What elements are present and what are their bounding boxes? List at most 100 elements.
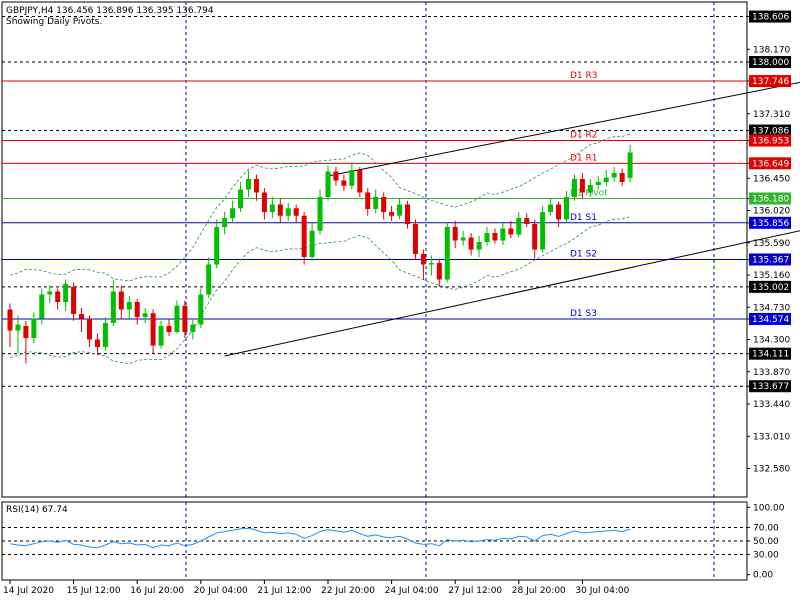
candle [126,296,132,320]
candle-body [214,227,220,265]
candle-body [39,294,45,319]
candle-body [389,212,395,216]
candle-body [476,242,482,250]
candle-body [492,233,498,241]
rsi-label: RSI(14) 67.74 [6,505,68,515]
candle-body [222,218,228,227]
candle-body [357,170,363,193]
candle-body [166,326,172,332]
candle-body [31,318,37,338]
candle-body [405,204,410,224]
pivot-label: D1 S1 [570,213,597,223]
candle-body [524,218,530,224]
price-panel-frame [1,1,748,498]
chart-subtitle: Showing Daily Pivots. [6,17,102,27]
candle [214,219,220,269]
candle [309,223,315,261]
candle [341,174,347,191]
candle [540,206,546,253]
price-label: 138.000 [749,56,791,68]
candle [269,197,275,218]
price-label: 135.002 [749,280,791,293]
candle-body [206,264,212,295]
lower-band [9,216,631,365]
candle-body [55,291,61,302]
candle-body [238,189,244,209]
candle-body [444,227,450,280]
price-label-box [749,157,791,170]
candle [381,192,387,220]
candle [102,317,108,351]
upper-band [9,133,631,282]
candle [39,288,45,325]
candle [325,165,331,201]
price-panel: D1 R3 D1 R2 D1 R1 D1 Pivot D1 S1 D1 S2 D1 S3 13… [1,1,800,498]
candle-body [15,324,21,331]
candle [587,179,593,197]
candle-body [333,171,339,181]
price-label-box [749,56,791,68]
price-label-text: 134.111 [752,350,789,360]
y-tick-label: 135.160 [753,271,790,281]
candle [110,279,116,326]
candle-body [126,302,132,310]
candle [31,312,37,344]
candle-body [63,284,69,302]
candle-body [564,197,569,220]
candle-body [548,204,554,212]
candle [349,164,355,190]
price-label-box [749,10,791,23]
y-tick-label: 133.440 [753,400,790,410]
price-label-text: 136.649 [752,159,789,169]
candle-body [230,208,236,218]
candle-body [341,180,347,186]
candle [118,285,124,319]
pivot-label: D1 R3 [570,71,598,81]
price-label: 138.606 [749,10,791,23]
y-tick-label: 137.310 [753,110,790,120]
price-label-text: 138.000 [752,58,789,68]
candle-body [110,291,116,323]
price-label: 136.649 [749,157,791,170]
candle [142,308,148,323]
candle-body [198,294,204,325]
candle [7,303,13,347]
candle [500,223,506,245]
candle-body [460,237,466,241]
pivot-label: D1 S2 [570,249,597,259]
price-label: 133.677 [749,380,791,393]
pivot-label: D1 S3 [570,309,597,319]
candle [158,320,164,349]
x-tick-label: 22 Jul 20:00 [321,586,375,596]
candle [174,300,180,334]
candle [579,173,585,199]
x-tick-label: 30 Jul 04:00 [575,586,629,596]
rsi-tick-label: 30.00 [753,550,779,560]
candle [389,206,395,221]
candle-body [118,291,124,310]
candle [412,219,418,260]
candle-body [420,254,426,265]
candle-body [571,179,577,197]
price-label-box [749,280,791,293]
candle-body [277,204,283,216]
candle-body [269,204,275,212]
candle-body [285,208,291,216]
candle-body [190,324,196,332]
candle-body [611,173,617,178]
candle-body [468,237,474,250]
candle [564,191,569,223]
candle-body [428,263,434,265]
candle [468,233,474,256]
candle [79,308,85,332]
candle [246,170,251,197]
candle [15,315,21,353]
price-label-box [749,347,791,360]
candle-body [365,192,371,209]
rsi-tick-label: 50.00 [753,537,779,547]
price-label-box [749,192,791,205]
candle [238,182,244,212]
candle-body [301,215,307,257]
